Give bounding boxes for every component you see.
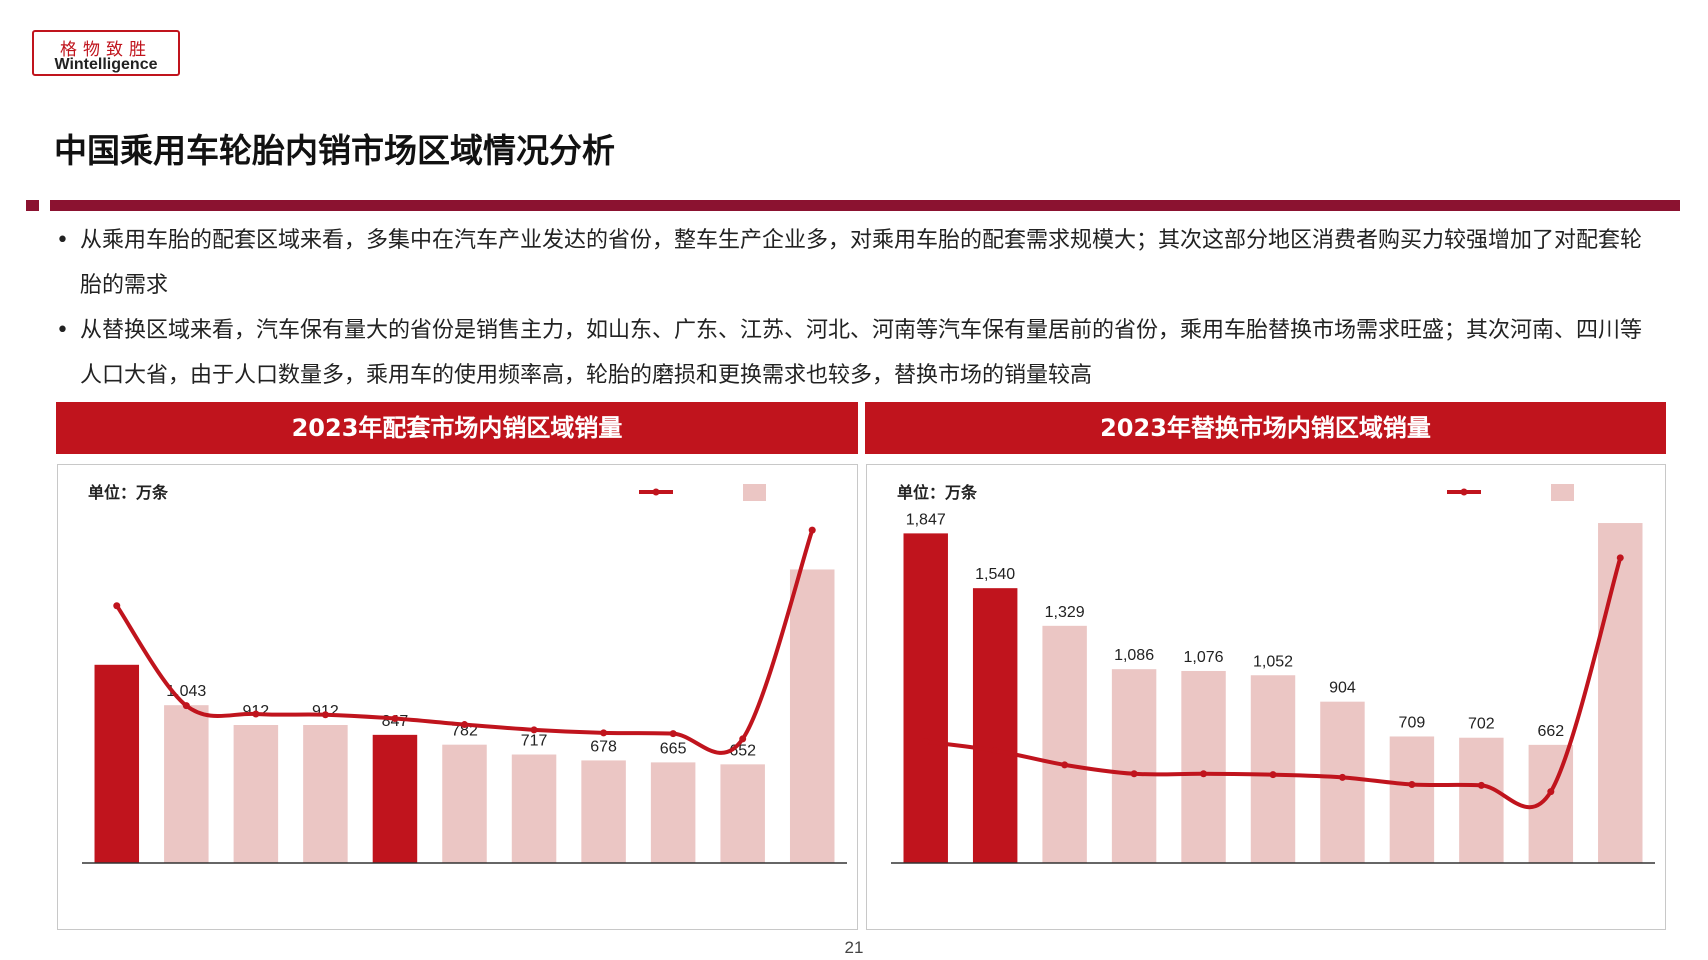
bar	[903, 533, 948, 863]
title-rule-accent	[26, 200, 39, 211]
bar-value-label: 1,847	[906, 511, 946, 528]
line-point	[1061, 761, 1069, 769]
bar-value-label: 665	[660, 740, 687, 757]
line-point	[182, 702, 190, 710]
line-point	[391, 715, 399, 723]
logo-english-text: Wintelligence	[54, 56, 158, 73]
bar	[1389, 736, 1435, 863]
line-point	[739, 735, 747, 743]
logo-chinese-text: 格物致胜	[60, 40, 152, 60]
line-series	[114, 528, 815, 755]
bar	[1459, 737, 1504, 863]
bar	[164, 705, 209, 863]
unit-label: 单位：万条	[88, 483, 169, 502]
bar-value-label: 1,540	[975, 566, 1015, 583]
bar	[650, 762, 696, 863]
line-point	[530, 726, 538, 734]
bar-value-label: 1,086	[1114, 647, 1154, 664]
bar	[511, 754, 557, 863]
bar	[581, 760, 626, 863]
line-point	[991, 747, 999, 755]
line-point	[1338, 773, 1346, 781]
bullet-list: 从乘用车胎的配套区域来看，多集中在汽车产业发达的省份，整车生产企业多，对乘用车胎…	[56, 218, 1656, 398]
line-point	[113, 602, 121, 610]
bar	[303, 725, 348, 863]
bar	[789, 569, 835, 863]
replacement-chart-header: 2023年替换市场内销区域销量	[865, 402, 1666, 454]
line-point	[1408, 780, 1416, 788]
bar-value-label: 662	[1537, 723, 1564, 740]
bar	[1250, 675, 1296, 863]
oe-chart-header: 2023年配套市场内销区域销量	[56, 402, 858, 454]
legend-line-marker	[652, 488, 660, 496]
bar-value-label: 709	[1399, 714, 1426, 731]
line-point	[600, 729, 608, 737]
bar	[720, 764, 765, 863]
legend-bar-swatch	[743, 484, 766, 501]
unit-label: 单位：万条	[897, 483, 978, 502]
line-point	[1200, 770, 1208, 778]
bullet-replacement-regions: 从替换区域来看，汽车保有量大的省份是销售主力，如山东、广东、江苏、河北、河南等汽…	[56, 308, 1656, 398]
line-point	[1130, 770, 1138, 778]
bar-value-label: 1,076	[1184, 649, 1224, 666]
legend-bar-swatch	[1551, 484, 1574, 501]
line-point	[1547, 788, 1555, 796]
bar	[1598, 523, 1643, 863]
line-point	[321, 711, 329, 719]
bullet-oe-regions: 从乘用车胎的配套区域来看，多集中在汽车产业发达的省份，整车生产企业多，对乘用车胎…	[56, 218, 1656, 308]
line-point	[1477, 781, 1485, 789]
replacement-chart: 单位：万条 1,847 1,540 1,329 1,086 1,076 1,052 904 70…	[891, 483, 1655, 864]
title-rule	[50, 200, 1680, 211]
bar-value-label: 678	[590, 738, 617, 755]
line-series	[923, 555, 1623, 810]
page-title: 中国乘用车轮胎内销市场区域情况分析	[54, 131, 615, 170]
bar	[94, 664, 140, 863]
line-point	[1269, 771, 1277, 779]
line-point	[252, 710, 260, 718]
replacement-chart-panel: 单位：万条 1,847 1,540 1,329 1,086 1,076 1,052 904 70…	[866, 464, 1666, 930]
bar	[1320, 701, 1365, 863]
bar	[1181, 670, 1226, 863]
bar-value-label: 904	[1329, 680, 1356, 697]
bar	[1042, 625, 1087, 863]
bar	[972, 588, 1018, 863]
line-point	[808, 526, 816, 534]
line-point	[1616, 554, 1624, 562]
line-point	[461, 721, 468, 729]
bar-value-label: 1,329	[1045, 604, 1085, 621]
oe-chart: 单位：万条1,043912912847782717678665652	[82, 483, 847, 864]
bar	[1111, 669, 1157, 863]
bar	[442, 744, 487, 863]
bar-value-label: 702	[1468, 716, 1495, 733]
bar-value-label: 1,052	[1253, 653, 1293, 670]
oe-chart-panel: 单位：万条1,043912912847782717678665652	[57, 464, 858, 930]
bar-value-label: 717	[521, 733, 548, 750]
line-point	[669, 730, 677, 738]
bar	[1528, 744, 1574, 863]
bar	[233, 725, 279, 863]
bar	[372, 734, 418, 863]
page-number: 21	[844, 938, 864, 957]
line-point	[922, 738, 930, 746]
company-logo: 格物致胜 Wintelligence	[32, 30, 180, 76]
legend-line-marker	[1460, 488, 1468, 496]
